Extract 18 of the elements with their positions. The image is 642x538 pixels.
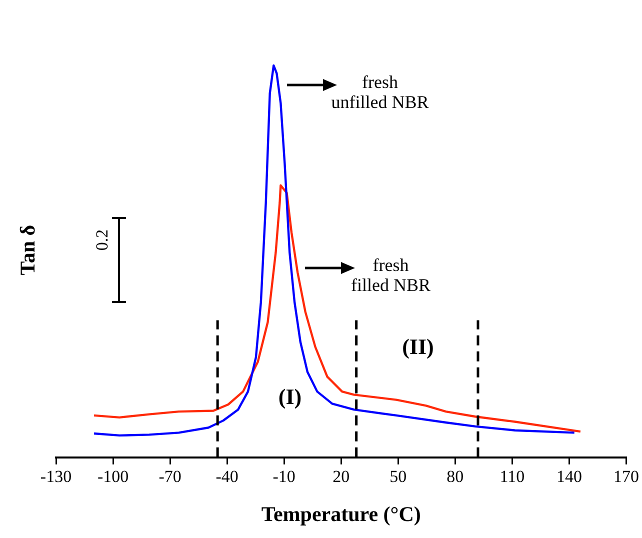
x-tick-label: 170 <box>614 467 639 486</box>
x-axis-title: Temperature (°C) <box>261 502 421 526</box>
x-tick-label: -130 <box>40 467 72 486</box>
annotation: (II) <box>402 334 434 360</box>
x-tick-label: -10 <box>272 467 296 486</box>
x-tick-label: 80 <box>446 467 464 486</box>
x-tick-label: 140 <box>556 467 582 486</box>
annotation: (I) <box>278 384 302 410</box>
y-axis-title: Tan δ <box>15 224 40 276</box>
annotation: fresh unfilled NBR <box>331 72 429 113</box>
x-tick-label: 110 <box>500 467 525 486</box>
annotation: 0.2 <box>92 229 112 251</box>
x-tick-label: 20 <box>332 467 350 486</box>
x-tick-label: -40 <box>216 467 238 486</box>
x-tick-label: 50 <box>390 467 407 486</box>
x-tick-label: -70 <box>158 467 182 486</box>
annotation: fresh filled NBR <box>351 255 431 296</box>
x-tick-label: -100 <box>97 467 129 486</box>
